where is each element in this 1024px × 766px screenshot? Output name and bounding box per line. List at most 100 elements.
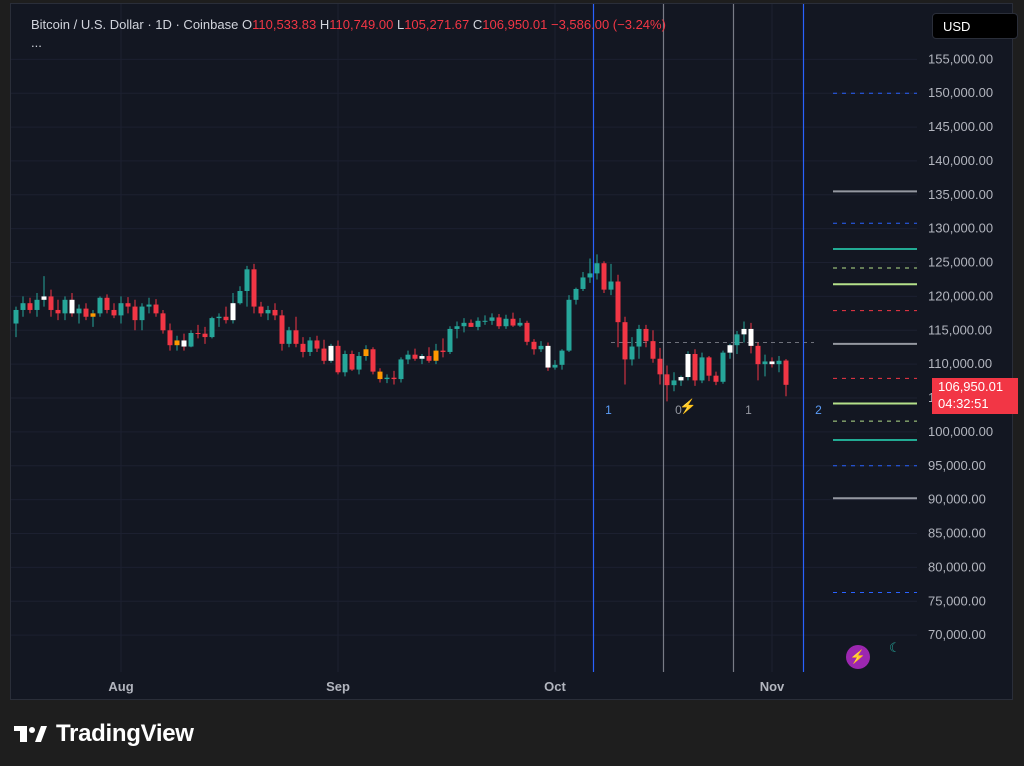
currency-button[interactable]: USD bbox=[932, 13, 1018, 39]
price-tick-label: 145,000.00 bbox=[928, 119, 993, 134]
candle-body bbox=[55, 309, 61, 314]
candle-body bbox=[83, 308, 89, 317]
candle-body bbox=[524, 322, 530, 342]
candle-body bbox=[755, 345, 761, 365]
candle-body bbox=[783, 360, 789, 385]
candle-body bbox=[426, 356, 432, 361]
price-tick-label: 70,000.00 bbox=[928, 627, 986, 642]
candle-body bbox=[237, 291, 243, 304]
candle-body bbox=[69, 299, 75, 314]
candle-body bbox=[762, 361, 768, 365]
candle-body bbox=[314, 340, 320, 349]
price-tick-label: 110,000.00 bbox=[928, 356, 992, 371]
price-tick-label: 125,000.00 bbox=[928, 255, 993, 270]
candle-body bbox=[496, 317, 502, 327]
change-value: −3,586.00 (−3.24%) bbox=[551, 17, 666, 32]
chart-frame[interactable]: 1 0 1 2 70,000.00 75,000.00 80,000.00 85,000.0… bbox=[10, 3, 1018, 701]
price-tick-label: 95,000.00 bbox=[928, 458, 986, 473]
candle-body bbox=[482, 320, 488, 322]
candle-body bbox=[349, 354, 355, 370]
candle-body bbox=[328, 345, 334, 361]
candles bbox=[13, 254, 789, 402]
candle-body bbox=[615, 281, 621, 323]
candle-body bbox=[573, 288, 579, 300]
cycle-lines: 1 0 1 2 bbox=[592, 4, 822, 672]
price-tick-label: 130,000.00 bbox=[928, 221, 993, 236]
candle-body bbox=[699, 357, 705, 381]
candle-body bbox=[566, 299, 572, 351]
candle-body bbox=[650, 341, 656, 359]
tradingview-logo-icon bbox=[14, 726, 47, 742]
price-tick-label: 100,000.00 bbox=[928, 424, 993, 439]
candle-body bbox=[405, 354, 411, 360]
candle-body bbox=[104, 297, 110, 310]
candle-body bbox=[433, 350, 439, 361]
current-price: 106,950.01 bbox=[938, 379, 1004, 394]
candle-body bbox=[34, 299, 40, 310]
candle-body bbox=[20, 303, 26, 310]
candle-body bbox=[174, 340, 180, 346]
candle-body bbox=[517, 322, 523, 326]
candle-body bbox=[461, 322, 467, 327]
price-tick-label: 135,000.00 bbox=[928, 187, 993, 202]
legend-more-button[interactable]: ... bbox=[31, 35, 42, 50]
candle-body bbox=[706, 357, 712, 376]
symbol-name: Bitcoin / U.S. Dollar · 1D · Coinbase bbox=[31, 17, 239, 32]
candle-body bbox=[608, 281, 614, 290]
price-chart[interactable]: 1 0 1 2 70,000.00 75,000.00 80,000.00 85,000.0… bbox=[11, 4, 1014, 701]
candle-body bbox=[342, 354, 348, 373]
candle-body bbox=[454, 326, 460, 329]
cycle-label: 1 bbox=[745, 403, 752, 417]
bar-countdown: 04:32:51 bbox=[938, 396, 989, 411]
candle-body bbox=[223, 316, 229, 321]
candle-body bbox=[440, 350, 446, 352]
candle-body bbox=[244, 269, 250, 291]
candle-body bbox=[139, 306, 145, 321]
moon-icon[interactable]: ☾ bbox=[889, 640, 901, 655]
time-tick-label: Aug bbox=[108, 679, 133, 694]
candle-body bbox=[545, 345, 551, 368]
time-tick-label: Nov bbox=[760, 679, 785, 694]
candle-body bbox=[188, 333, 194, 347]
candle-body bbox=[272, 309, 278, 316]
candle-body bbox=[265, 309, 271, 314]
price-tick-label: 75,000.00 bbox=[928, 593, 986, 608]
time-tick-label: Oct bbox=[544, 679, 566, 694]
candle-body bbox=[62, 299, 68, 314]
candle-body bbox=[111, 309, 117, 316]
candle-body bbox=[153, 304, 159, 314]
candle-body bbox=[580, 277, 586, 289]
candle-body bbox=[419, 356, 425, 359]
candle-body bbox=[412, 354, 418, 359]
cycle-label: 2 bbox=[815, 403, 822, 417]
cycle-label: 0 bbox=[675, 403, 682, 417]
low-value: 105,271.67 bbox=[404, 17, 470, 32]
candle-body bbox=[678, 377, 684, 381]
candle-body bbox=[97, 297, 103, 314]
event-badge-icon[interactable]: ⚡ bbox=[846, 645, 870, 669]
candle-body bbox=[118, 303, 124, 316]
lightning-icon[interactable]: ⚡ bbox=[679, 398, 697, 414]
close-value: 106,950.01 bbox=[482, 17, 548, 32]
level-lines bbox=[833, 92, 917, 593]
candle-body bbox=[671, 380, 677, 386]
candle-body bbox=[181, 340, 187, 347]
candle-body bbox=[510, 318, 516, 326]
candle-body bbox=[125, 303, 131, 307]
candle-body bbox=[636, 328, 642, 347]
open-value: 110,533.83 bbox=[252, 17, 317, 32]
brand-name: TradingView bbox=[56, 720, 194, 747]
candle-body bbox=[685, 354, 691, 378]
candle-body bbox=[727, 345, 733, 353]
candle-body bbox=[251, 269, 257, 307]
price-tick-label: 115,000.00 bbox=[928, 322, 992, 337]
candle-body bbox=[363, 349, 369, 357]
low-label: L bbox=[396, 17, 405, 32]
candle-body bbox=[475, 320, 481, 327]
symbol-legend: Bitcoin / U.S. Dollar · 1D · Coinbase O1… bbox=[31, 17, 666, 32]
footer-brand[interactable]: TradingView bbox=[14, 720, 194, 748]
high-label: H bbox=[319, 17, 330, 32]
candle-body bbox=[734, 334, 740, 346]
close-label: C bbox=[472, 17, 483, 32]
candle-body bbox=[776, 360, 782, 365]
